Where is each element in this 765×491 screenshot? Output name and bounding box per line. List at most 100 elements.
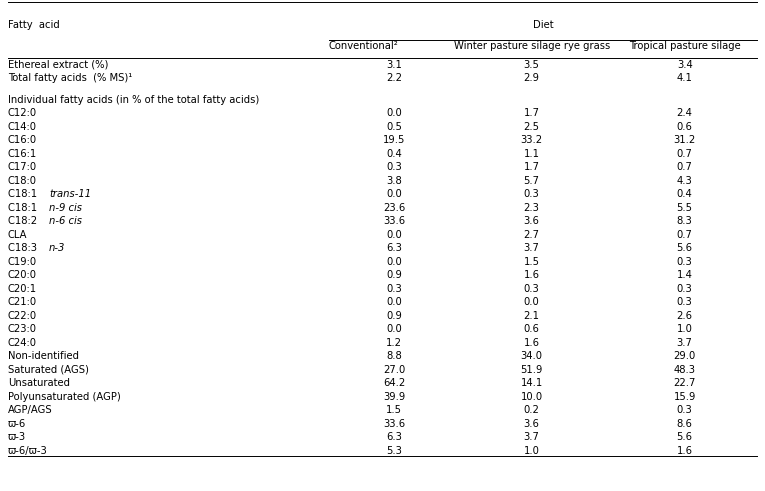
Text: 31.2: 31.2 [673, 135, 696, 145]
Text: n-6 cis: n-6 cis [49, 216, 83, 226]
Text: 2.3: 2.3 [524, 203, 539, 213]
Text: 2.2: 2.2 [386, 74, 402, 83]
Text: 15.9: 15.9 [673, 392, 696, 402]
Text: 0.4: 0.4 [386, 149, 402, 159]
Text: 5.6: 5.6 [677, 432, 692, 442]
Text: Winter pasture silage rye grass: Winter pasture silage rye grass [454, 41, 610, 51]
Text: 19.5: 19.5 [382, 135, 405, 145]
Text: 3.5: 3.5 [524, 60, 539, 70]
Text: Fatty  acid: Fatty acid [8, 20, 60, 29]
Text: 0.7: 0.7 [677, 149, 692, 159]
Text: 0.6: 0.6 [524, 324, 539, 334]
Text: 3.7: 3.7 [524, 243, 539, 253]
Text: C16:0: C16:0 [8, 135, 37, 145]
Text: 1.6: 1.6 [524, 270, 539, 280]
Text: 0.7: 0.7 [677, 230, 692, 240]
Text: AGP/AGS: AGP/AGS [8, 405, 52, 415]
Text: C18:0: C18:0 [8, 176, 37, 186]
Text: 1.1: 1.1 [524, 149, 539, 159]
Text: 0.9: 0.9 [386, 270, 402, 280]
Text: 4.3: 4.3 [677, 176, 692, 186]
Text: 33.6: 33.6 [383, 216, 405, 226]
Text: 0.0: 0.0 [524, 297, 539, 307]
Text: Saturated (AGS): Saturated (AGS) [8, 365, 89, 375]
Text: 0.4: 0.4 [677, 189, 692, 199]
Text: 1.5: 1.5 [386, 405, 402, 415]
Text: 29.0: 29.0 [673, 351, 696, 361]
Text: 14.1: 14.1 [520, 378, 543, 388]
Text: 27.0: 27.0 [382, 365, 405, 375]
Text: 3.7: 3.7 [524, 432, 539, 442]
Text: 3.8: 3.8 [386, 176, 402, 186]
Text: C16:1: C16:1 [8, 149, 37, 159]
Text: 0.5: 0.5 [386, 122, 402, 132]
Text: ϖ-6/ϖ-3: ϖ-6/ϖ-3 [8, 446, 47, 456]
Text: C18:1: C18:1 [8, 189, 40, 199]
Text: C18:2: C18:2 [8, 216, 40, 226]
Text: C22:0: C22:0 [8, 311, 37, 321]
Text: 5.5: 5.5 [677, 203, 692, 213]
Text: 0.3: 0.3 [677, 405, 692, 415]
Text: 2.9: 2.9 [524, 74, 539, 83]
Text: 8.3: 8.3 [677, 216, 692, 226]
Text: ϖ-3: ϖ-3 [8, 432, 26, 442]
Text: 1.7: 1.7 [524, 162, 539, 172]
Text: 6.3: 6.3 [386, 243, 402, 253]
Text: 0.3: 0.3 [677, 284, 692, 294]
Text: 8.6: 8.6 [677, 419, 692, 429]
Text: 2.1: 2.1 [524, 311, 539, 321]
Text: C12:0: C12:0 [8, 109, 37, 118]
Text: Non-identified: Non-identified [8, 351, 79, 361]
Text: 0.0: 0.0 [386, 230, 402, 240]
Text: Total fatty acids  (% MS)¹: Total fatty acids (% MS)¹ [8, 74, 132, 83]
Text: 1.5: 1.5 [524, 257, 539, 267]
Text: 0.2: 0.2 [524, 405, 539, 415]
Text: 48.3: 48.3 [674, 365, 695, 375]
Text: 1.4: 1.4 [677, 270, 692, 280]
Text: C20:0: C20:0 [8, 270, 37, 280]
Text: Polyunsaturated (AGP): Polyunsaturated (AGP) [8, 392, 120, 402]
Text: 0.3: 0.3 [677, 297, 692, 307]
Text: 0.3: 0.3 [677, 257, 692, 267]
Text: 0.3: 0.3 [524, 284, 539, 294]
Text: 34.0: 34.0 [521, 351, 542, 361]
Text: ϖ-6: ϖ-6 [8, 419, 26, 429]
Text: 64.2: 64.2 [382, 378, 405, 388]
Text: Tropical pasture silage: Tropical pasture silage [629, 41, 741, 51]
Text: Ethereal extract (%): Ethereal extract (%) [8, 60, 108, 70]
Text: 3.1: 3.1 [386, 60, 402, 70]
Text: 1.0: 1.0 [524, 446, 539, 456]
Text: 1.2: 1.2 [386, 338, 402, 348]
Text: 1.0: 1.0 [677, 324, 692, 334]
Text: C19:0: C19:0 [8, 257, 37, 267]
Text: 3.6: 3.6 [524, 419, 539, 429]
Text: 0.3: 0.3 [386, 284, 402, 294]
Text: 33.2: 33.2 [521, 135, 542, 145]
Text: 3.4: 3.4 [677, 60, 692, 70]
Text: 3.7: 3.7 [677, 338, 692, 348]
Text: 33.6: 33.6 [383, 419, 405, 429]
Text: 1.7: 1.7 [524, 109, 539, 118]
Text: 0.0: 0.0 [386, 324, 402, 334]
Text: C18:3: C18:3 [8, 243, 40, 253]
Text: 0.0: 0.0 [386, 297, 402, 307]
Text: 2.4: 2.4 [677, 109, 692, 118]
Text: n-3: n-3 [49, 243, 66, 253]
Text: 8.8: 8.8 [386, 351, 402, 361]
Text: Diet: Diet [533, 20, 553, 29]
Text: 1.6: 1.6 [524, 338, 539, 348]
Text: 0.0: 0.0 [386, 257, 402, 267]
Text: CLA: CLA [8, 230, 27, 240]
Text: C20:1: C20:1 [8, 284, 37, 294]
Text: Conventional²: Conventional² [329, 41, 399, 51]
Text: 2.6: 2.6 [677, 311, 692, 321]
Text: 23.6: 23.6 [382, 203, 405, 213]
Text: C21:0: C21:0 [8, 297, 37, 307]
Text: C17:0: C17:0 [8, 162, 37, 172]
Text: Individual fatty acids (in % of the total fatty acids): Individual fatty acids (in % of the tota… [8, 95, 259, 105]
Text: 5.3: 5.3 [386, 446, 402, 456]
Text: trans-11: trans-11 [49, 189, 91, 199]
Text: 0.0: 0.0 [386, 189, 402, 199]
Text: 0.7: 0.7 [677, 162, 692, 172]
Text: 0.0: 0.0 [386, 109, 402, 118]
